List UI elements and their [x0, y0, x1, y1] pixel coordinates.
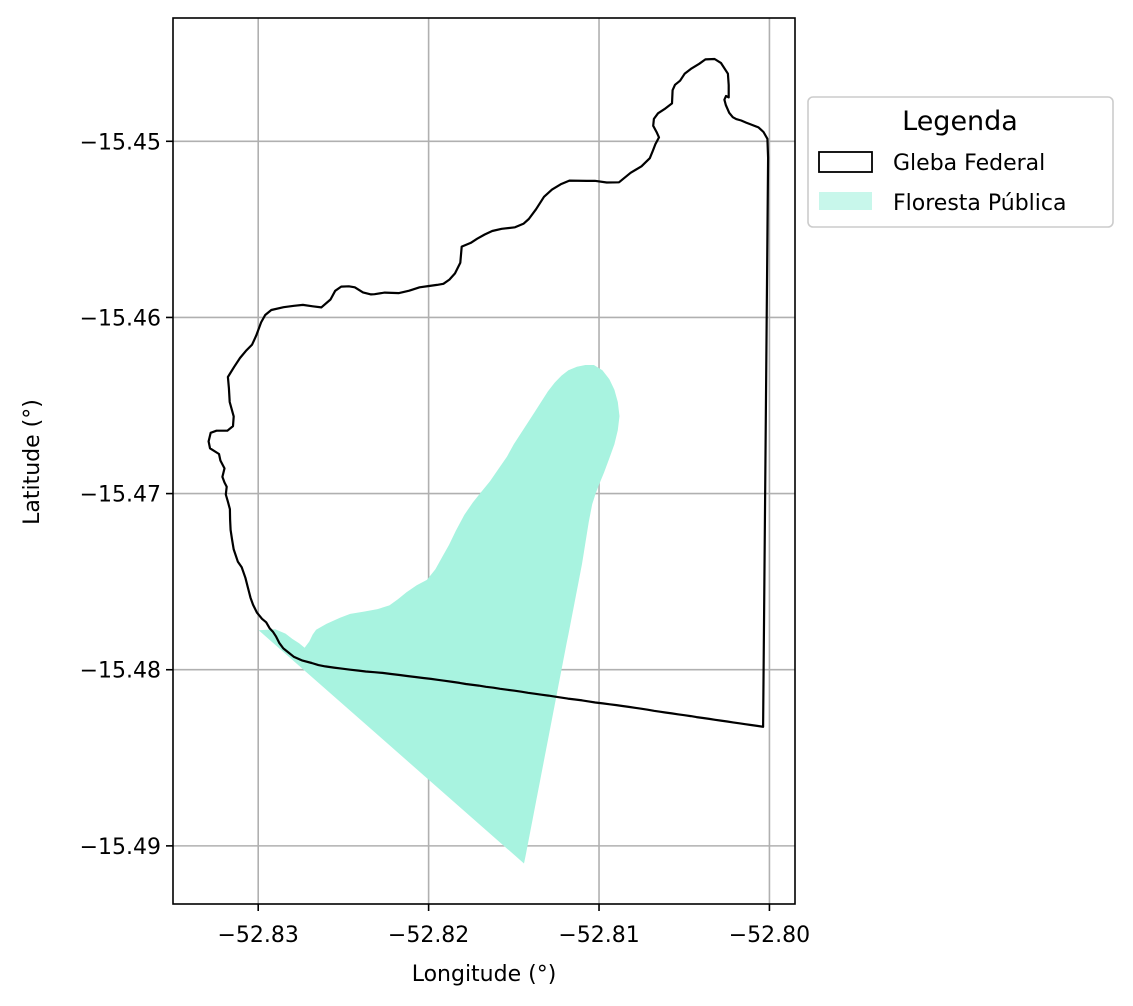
- y-axis-label: Latitude (°): [20, 399, 45, 525]
- gleba-federal-outline: [207, 57, 770, 728]
- axes-frame: [172, 17, 796, 905]
- legend-label-floresta-publica: Floresta Pública: [893, 191, 1066, 216]
- legend-box: [807, 96, 1114, 228]
- legend-swatch-floresta-publica: [819, 192, 872, 210]
- x-tick-label-2: −52.81: [558, 923, 639, 948]
- plot-area: [172, 17, 796, 905]
- y-tick-label-4: −15.49: [80, 835, 161, 860]
- y-tick-label-1: −15.46: [80, 306, 161, 331]
- x-tick-label-1: −52.82: [388, 923, 469, 948]
- x-tick-label-3: −52.80: [729, 923, 810, 948]
- x-axis-label: Longitude (°): [412, 962, 557, 987]
- legend-swatch-gleba-federal: [818, 151, 873, 173]
- legend-label-gleba-federal: Gleba Federal: [893, 151, 1045, 176]
- y-axis-ticks: −15.45 −15.46 −15.47 −15.48 −15.49: [80, 130, 173, 860]
- legend: Legenda Gleba Federal Floresta Pública: [807, 96, 1114, 228]
- y-tick-label-0: −15.45: [80, 130, 161, 155]
- y-tick-label-2: −15.47: [80, 483, 161, 508]
- y-tick-label-3: −15.48: [80, 659, 161, 684]
- floresta-publica-area: [258, 365, 620, 864]
- x-axis-ticks: −52.83 −52.82 −52.81 −52.80: [217, 904, 810, 948]
- x-tick-label-0: −52.83: [217, 923, 298, 948]
- legend-title: Legenda: [902, 106, 1018, 137]
